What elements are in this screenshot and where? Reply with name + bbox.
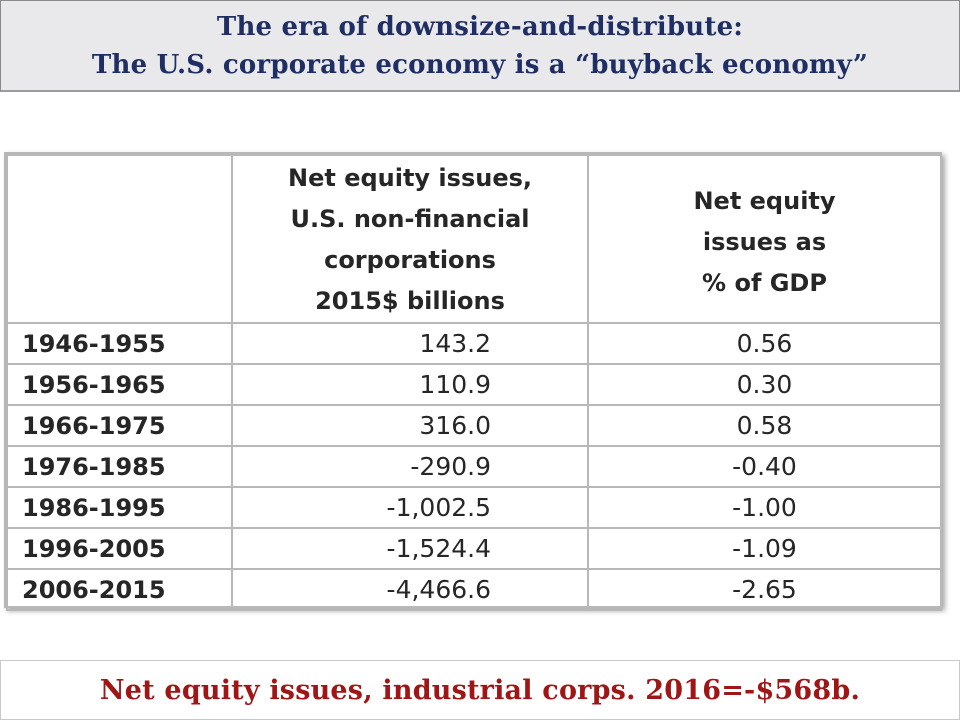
table-row: 1976-1985 -290.9 -0.40 <box>6 445 942 488</box>
period-cell: 1996-2005 <box>6 527 233 570</box>
billions-cell: -290.9 <box>231 445 589 488</box>
period-cell: 1986-1995 <box>6 486 233 529</box>
pct-gdp-cell: -1.09 <box>587 527 942 570</box>
billions-cell: -4,466.6 <box>231 568 589 611</box>
header-net-equity-pct-gdp: Net equity issues as % of GDP <box>587 154 942 324</box>
header-line: issues as <box>702 227 827 256</box>
header-net-equity-billions: Net equity issues, U.S. non-financial co… <box>231 154 589 324</box>
pct-gdp-cell: 0.58 <box>587 404 942 447</box>
pct-gdp-cell: 0.56 <box>587 322 942 365</box>
table-row: 1956-1965 110.9 0.30 <box>6 363 942 406</box>
billions-cell: 110.9 <box>231 363 589 406</box>
title-line-2: The U.S. corporate economy is a “buyback… <box>91 49 869 80</box>
billions-cell: -1,002.5 <box>231 486 589 529</box>
table-row: 1946-1955 143.2 0.56 <box>6 322 942 365</box>
pct-gdp-cell: -0.40 <box>587 445 942 488</box>
period-cell: 1946-1955 <box>6 322 233 365</box>
header-line: U.S. non-financial <box>290 205 530 233</box>
slide-title: The era of downsize-and-distribute: The … <box>0 0 960 92</box>
pct-gdp-cell: 0.30 <box>587 363 942 406</box>
header-line: Net equity <box>693 186 836 215</box>
period-cell: 1976-1985 <box>6 445 233 488</box>
table-row: 2006-2015 -4,466.6 -2.65 <box>6 568 942 611</box>
table-row: 1996-2005 -1,524.4 -1.09 <box>6 527 942 570</box>
footer-note-text: Net equity issues, industrial corps. 201… <box>99 674 861 706</box>
billions-cell: 316.0 <box>231 404 589 447</box>
billions-cell: -1,524.4 <box>231 527 589 570</box>
header-line: Net equity issues, <box>288 164 532 192</box>
equity-issues-table: Net equity issues, U.S. non-financial co… <box>6 154 942 611</box>
pct-gdp-cell: -1.00 <box>587 486 942 529</box>
billions-cell: 143.2 <box>231 322 589 365</box>
pct-gdp-cell: -2.65 <box>587 568 942 611</box>
equity-issues-table-container: Net equity issues, U.S. non-financial co… <box>4 152 942 611</box>
period-cell: 2006-2015 <box>6 568 233 611</box>
header-period <box>6 154 233 324</box>
period-cell: 1966-1975 <box>6 404 233 447</box>
table-header-row: Net equity issues, U.S. non-financial co… <box>6 154 942 324</box>
table-row: 1966-1975 316.0 0.58 <box>6 404 942 447</box>
header-line: 2015$ billions <box>315 287 505 315</box>
header-line: % of GDP <box>702 268 827 297</box>
header-line: corporations <box>324 246 496 274</box>
title-line-1: The era of downsize-and-distribute: <box>216 11 744 42</box>
table-row: 1986-1995 -1,002.5 -1.00 <box>6 486 942 529</box>
period-cell: 1956-1965 <box>6 363 233 406</box>
footer-note: Net equity issues, industrial corps. 201… <box>0 660 960 720</box>
